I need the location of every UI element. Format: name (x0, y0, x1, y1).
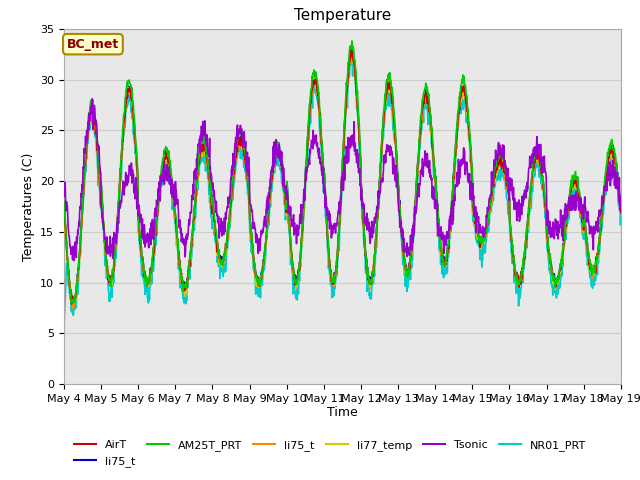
Y-axis label: Temperatures (C): Temperatures (C) (22, 152, 35, 261)
Title: Temperature: Temperature (294, 9, 391, 24)
Legend: AirT, li75_t, AM25T_PRT, li75_t, li77_temp, Tsonic, NR01_PRT: AirT, li75_t, AM25T_PRT, li75_t, li77_te… (70, 436, 591, 471)
Text: BC_met: BC_met (67, 37, 119, 51)
X-axis label: Time: Time (327, 407, 358, 420)
